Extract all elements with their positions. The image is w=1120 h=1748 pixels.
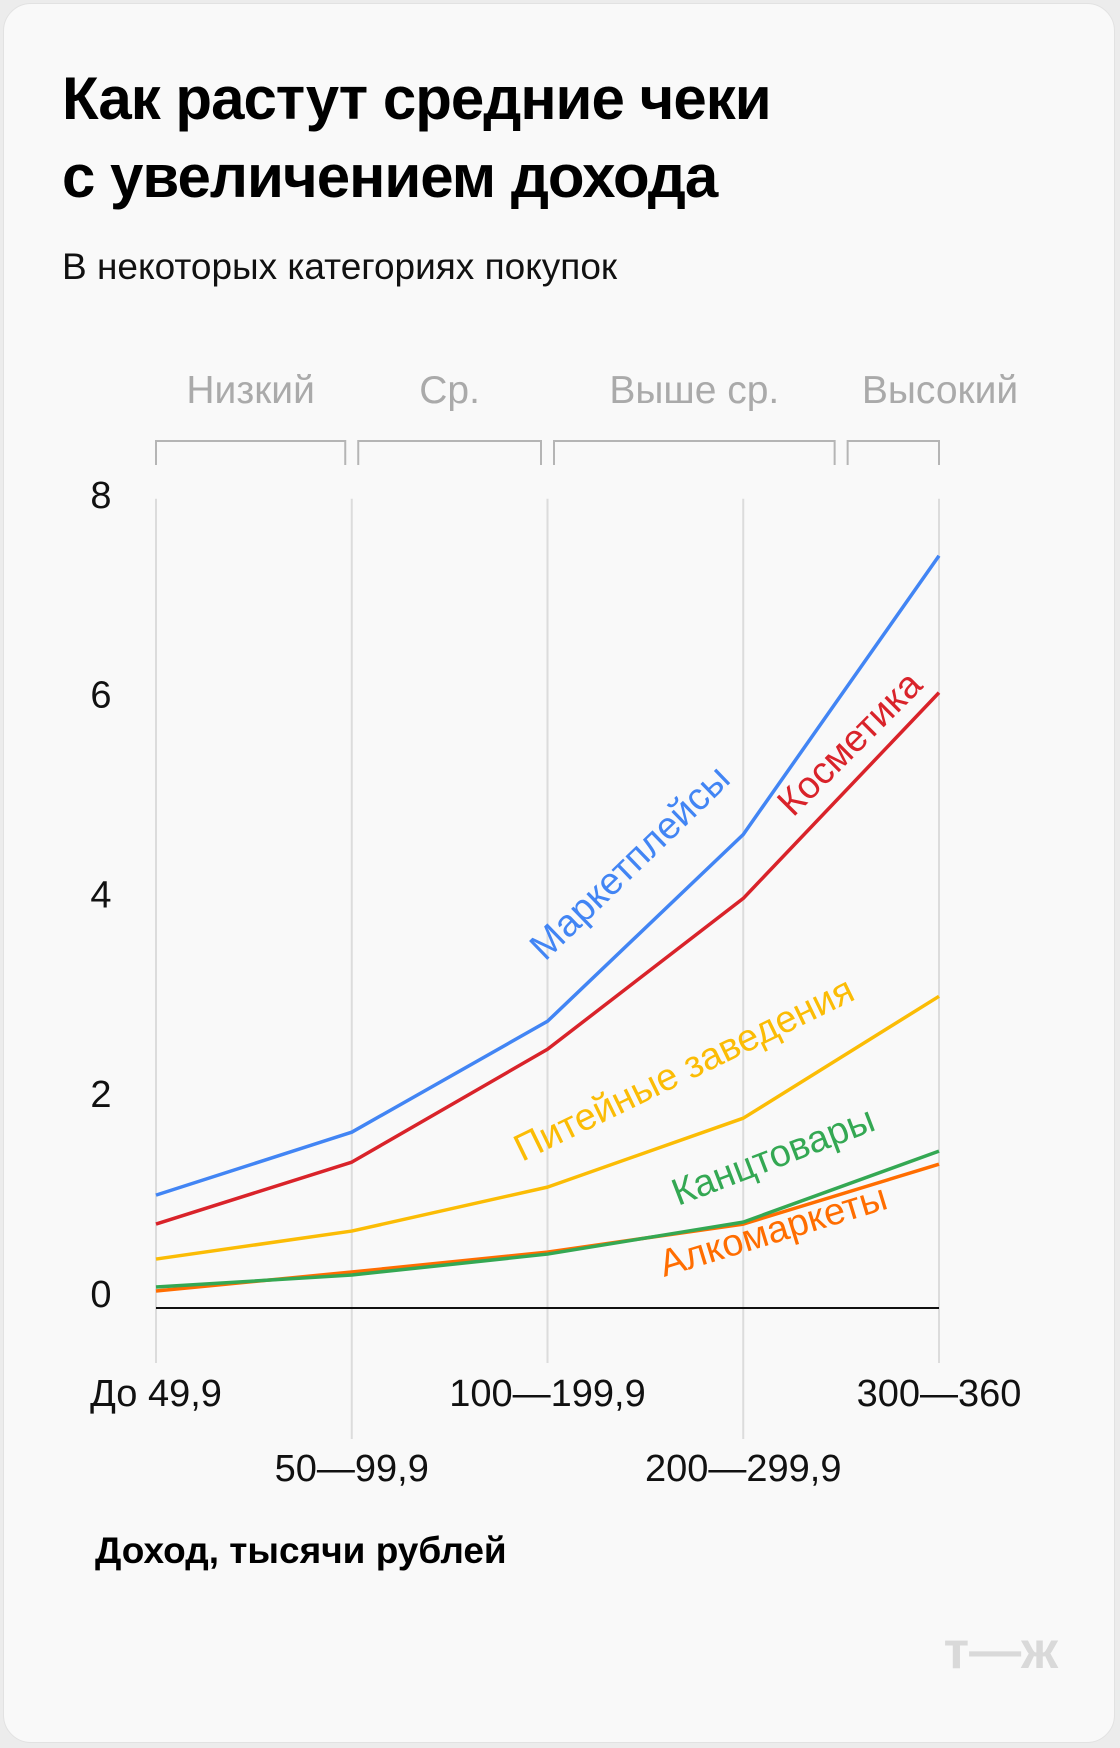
x-axis-title: Доход, тысячи рублей [95,1530,507,1571]
income-group-label: Выше ср. [609,369,779,412]
x-tick-label: До 49,9 [90,1373,222,1415]
x-tick-label: 100—199,9 [449,1373,646,1415]
income-group-label: Низкий [186,369,314,412]
y-tick-label: 4 [90,874,111,916]
income-group-bracket [357,440,542,465]
y-tick-label: 2 [90,1074,111,1116]
logo: т—ж [944,1622,1059,1680]
x-tick-label: 300—360 [857,1373,1022,1415]
x-tick-label: 200—299,9 [645,1448,842,1490]
income-group-bracket [846,440,940,465]
series-label: Маркетплейсы [522,758,738,969]
chart-card [3,3,1115,1743]
title-line-1: Как растут средние чеки [62,65,772,132]
chart-title: Как растут средние чеки с увеличением дох… [62,60,772,216]
series-label: Косметика [770,663,931,824]
x-tick-label: 50—99,9 [275,1448,429,1490]
series-line [155,1149,940,1289]
chart-subtitle: В некоторых категориях покупок [62,246,618,287]
income-group-bracket [553,440,836,465]
y-tick-label: 8 [90,475,111,517]
title-line-2: с увеличением дохода [62,143,718,210]
income-group-label: Ср. [419,369,480,412]
series-line [155,994,940,1261]
income-group-label: Высокий [862,369,1018,412]
y-tick-label: 0 [90,1274,111,1316]
y-tick-label: 6 [90,675,111,717]
series-line [155,554,941,1197]
income-group-bracket [155,440,347,465]
series-line [155,691,941,1226]
